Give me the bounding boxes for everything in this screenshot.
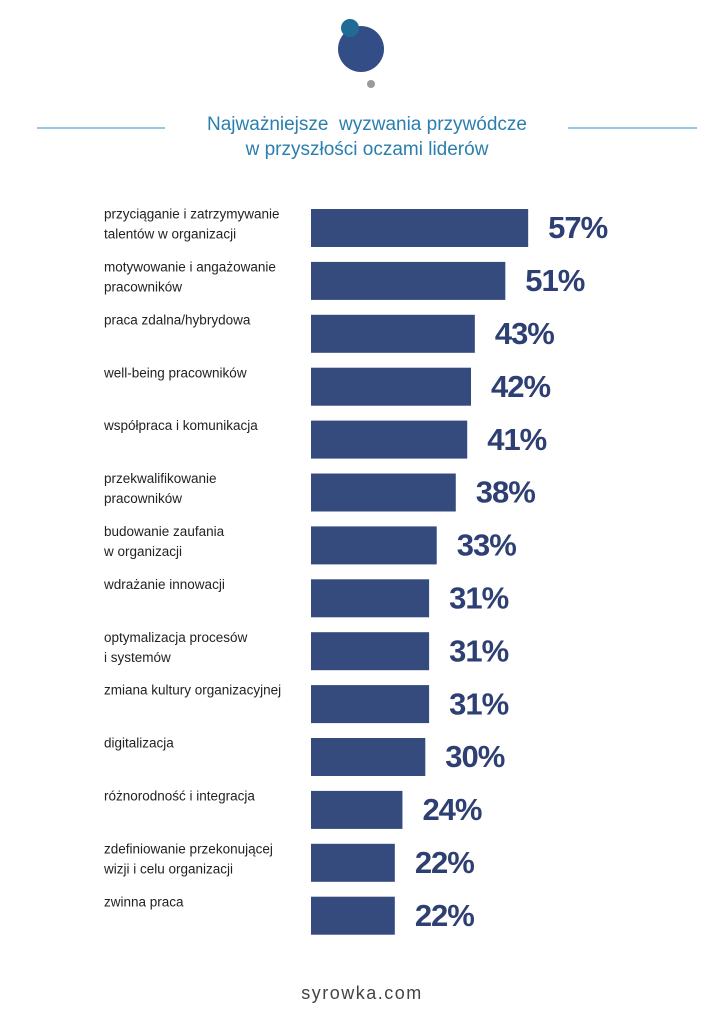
category-label: optymalizacja procesów bbox=[104, 630, 248, 645]
chart-title: Najważniejsze wyzwania przywódcze bbox=[207, 114, 527, 135]
value-label: 31% bbox=[449, 633, 508, 668]
category-label: różnorodność i integracja bbox=[104, 788, 255, 803]
category-label: i systemów bbox=[104, 650, 171, 665]
value-label: 38% bbox=[476, 475, 535, 510]
category-label: pracowników bbox=[104, 491, 182, 506]
category-label: wdrażanie innowacji bbox=[103, 577, 225, 592]
value-label: 22% bbox=[415, 845, 474, 880]
bar bbox=[311, 314, 475, 353]
value-label: 57% bbox=[548, 210, 607, 245]
category-label: zwinna praca bbox=[104, 894, 184, 909]
category-label: w organizacji bbox=[103, 544, 182, 559]
category-label: współpraca i komunikacja bbox=[103, 418, 258, 433]
category-label: praca zdalna/hybrydowa bbox=[104, 312, 251, 327]
footer: syrowka.com bbox=[301, 983, 423, 1003]
bar bbox=[311, 579, 430, 618]
value-label: 33% bbox=[457, 528, 516, 563]
value-label: 43% bbox=[495, 316, 554, 351]
category-label: pracowników bbox=[104, 279, 182, 294]
bar bbox=[311, 738, 426, 776]
category-label: przekwalifikowanie bbox=[104, 471, 217, 486]
value-label: 42% bbox=[491, 369, 550, 404]
bar bbox=[311, 420, 468, 459]
logo-circle-small bbox=[341, 19, 359, 37]
bar bbox=[311, 632, 430, 671]
category-label: budowanie zaufania bbox=[104, 524, 225, 539]
value-label: 30% bbox=[445, 739, 504, 774]
bar bbox=[311, 685, 430, 724]
bar bbox=[311, 209, 529, 247]
category-label: motywowanie i angażowanie bbox=[104, 259, 276, 274]
bar bbox=[311, 896, 395, 935]
bar bbox=[311, 473, 456, 512]
bar bbox=[311, 261, 506, 300]
value-label: 31% bbox=[449, 686, 508, 721]
value-label: 22% bbox=[415, 898, 474, 933]
category-label: zdefiniowanie przekonującej bbox=[104, 841, 273, 856]
category-label: well-being pracowników bbox=[103, 365, 247, 380]
value-label: 31% bbox=[449, 580, 508, 615]
category-label: przyciąganie i zatrzymywanie bbox=[104, 207, 280, 222]
category-label: zmiana kultury organizacyjnej bbox=[104, 683, 281, 698]
bar bbox=[311, 790, 403, 829]
value-label: 24% bbox=[422, 792, 481, 827]
bar bbox=[311, 843, 395, 882]
logo-circle bbox=[338, 26, 384, 72]
bar bbox=[311, 367, 472, 406]
value-label: 41% bbox=[487, 422, 546, 457]
category-label: talentów w organizacji bbox=[104, 227, 236, 242]
category-label: wizji i celu organizacji bbox=[103, 861, 233, 876]
value-label: 51% bbox=[525, 263, 584, 298]
chart-title: w przyszłości oczami liderów bbox=[245, 139, 489, 160]
logo-dot bbox=[367, 80, 375, 88]
bar bbox=[311, 526, 437, 565]
category-label: digitalizacja bbox=[104, 736, 174, 751]
